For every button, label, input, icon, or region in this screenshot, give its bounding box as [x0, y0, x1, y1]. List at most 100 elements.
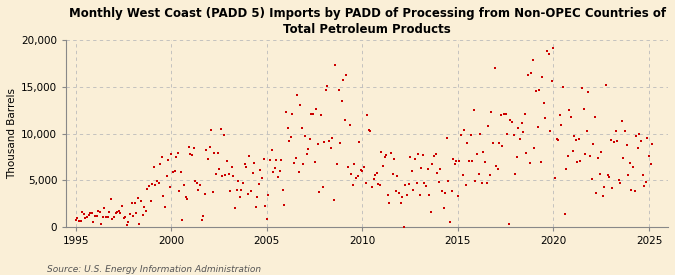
Point	[301, 152, 312, 156]
Point	[182, 197, 192, 201]
Point	[273, 175, 284, 179]
Point	[473, 172, 484, 176]
Point	[190, 178, 200, 183]
Point	[443, 179, 454, 183]
Point	[601, 83, 612, 87]
Point	[309, 159, 320, 164]
Point	[113, 208, 124, 213]
Point	[228, 174, 239, 178]
Point	[570, 138, 581, 142]
Point	[88, 220, 99, 224]
Point	[176, 169, 186, 174]
Point	[279, 203, 290, 207]
Point	[193, 187, 204, 192]
Point	[128, 214, 138, 218]
Point	[125, 212, 136, 217]
Point	[599, 185, 610, 190]
Point	[637, 173, 648, 177]
Point	[303, 147, 314, 151]
Point	[588, 141, 599, 146]
Point	[524, 161, 535, 165]
Point	[548, 46, 559, 51]
Point	[319, 140, 329, 144]
Point	[373, 182, 383, 186]
Point	[341, 72, 352, 77]
Point	[540, 116, 551, 120]
Point	[502, 131, 512, 136]
Point	[424, 193, 435, 197]
Point	[358, 165, 369, 169]
Point	[139, 205, 150, 210]
Point	[292, 92, 302, 97]
Point	[314, 190, 325, 195]
Point	[132, 196, 143, 200]
Point	[429, 154, 439, 158]
Point	[147, 182, 158, 186]
Point	[338, 78, 349, 82]
Point	[75, 218, 86, 223]
Point	[343, 164, 354, 169]
Point	[236, 188, 247, 192]
Point	[230, 205, 240, 210]
Point	[244, 154, 254, 159]
Point	[365, 128, 376, 133]
Point	[83, 213, 94, 217]
Point	[206, 128, 217, 132]
Point	[566, 114, 576, 119]
Point	[381, 153, 392, 157]
Point	[385, 150, 396, 155]
Point	[95, 210, 105, 214]
Point	[389, 157, 400, 161]
Point	[578, 107, 589, 112]
Point	[344, 122, 355, 127]
Point	[456, 133, 466, 138]
Point	[166, 152, 177, 156]
Point	[612, 139, 622, 144]
Point	[252, 194, 263, 199]
Point	[349, 162, 360, 166]
Point	[512, 155, 522, 159]
Point	[242, 191, 253, 196]
Point	[196, 217, 207, 222]
Point	[541, 48, 552, 53]
Point	[392, 174, 403, 179]
Point	[161, 174, 172, 178]
Point	[215, 127, 226, 132]
Point	[487, 141, 498, 145]
Point	[247, 170, 258, 175]
Point	[202, 156, 213, 161]
Point	[583, 89, 594, 94]
Point	[118, 215, 129, 220]
Point	[556, 122, 567, 127]
Point	[169, 168, 180, 173]
Point	[352, 174, 363, 178]
Point	[294, 170, 304, 174]
Point	[96, 222, 107, 227]
Point	[105, 197, 116, 201]
Point	[508, 133, 519, 138]
Point	[609, 139, 620, 144]
Point	[585, 154, 595, 158]
Point	[427, 162, 438, 166]
Point	[519, 112, 530, 116]
Point	[350, 176, 361, 180]
Point	[284, 139, 294, 143]
Point	[211, 172, 221, 177]
Point	[497, 144, 508, 148]
Point	[441, 136, 452, 140]
Point	[408, 188, 418, 192]
Point	[620, 128, 630, 133]
Point	[102, 215, 113, 219]
Point	[433, 180, 444, 184]
Point	[475, 131, 485, 136]
Point	[504, 222, 514, 226]
Point	[144, 184, 155, 189]
Point	[575, 159, 586, 163]
Point	[184, 145, 194, 149]
Point	[304, 137, 315, 141]
Point	[406, 169, 417, 173]
Point	[494, 141, 505, 145]
Point	[567, 149, 578, 153]
Point	[327, 136, 338, 140]
Point	[468, 108, 479, 113]
